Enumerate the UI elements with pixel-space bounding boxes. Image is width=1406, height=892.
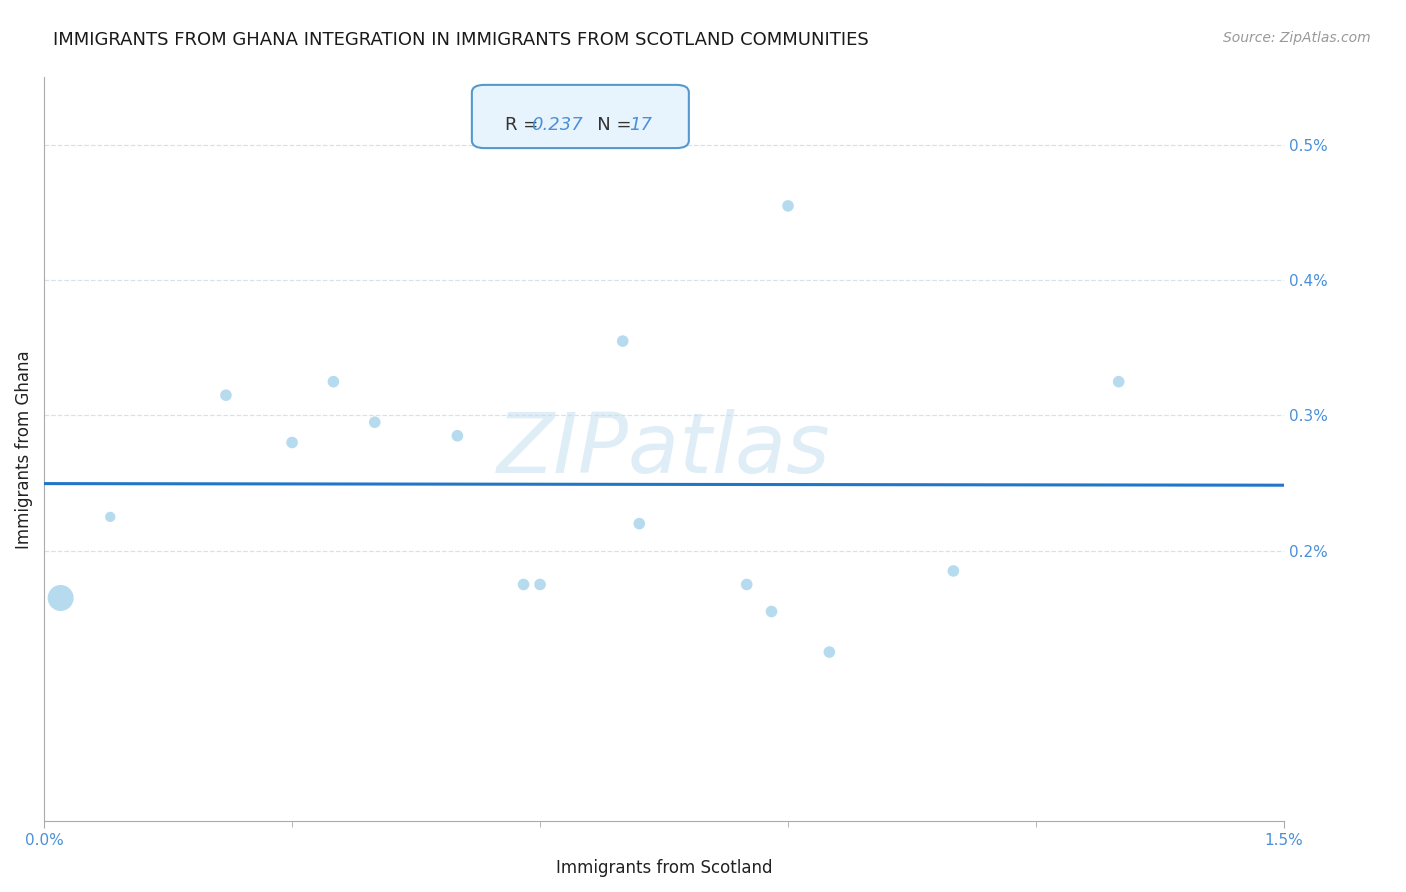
Point: [49, 591, 72, 605]
Point: [735, 577, 758, 591]
Text: 17: 17: [630, 116, 652, 134]
Point: [529, 577, 551, 591]
Point: [628, 516, 651, 531]
Point: [281, 435, 304, 450]
Point: [612, 334, 634, 348]
Point: [322, 375, 344, 389]
X-axis label: Immigrants from Scotland: Immigrants from Scotland: [555, 859, 772, 877]
Y-axis label: Immigrants from Ghana: Immigrants from Ghana: [15, 350, 32, 549]
Text: Source: ZipAtlas.com: Source: ZipAtlas.com: [1223, 31, 1371, 45]
FancyBboxPatch shape: [472, 85, 689, 148]
Point: [776, 199, 799, 213]
Point: [364, 415, 387, 429]
Point: [215, 388, 238, 402]
Point: [512, 577, 534, 591]
Point: [1108, 375, 1130, 389]
Point: [818, 645, 841, 659]
Point: [942, 564, 965, 578]
Text: R =: R =: [505, 116, 544, 134]
Text: 0.237: 0.237: [531, 116, 583, 134]
Text: IMMIGRANTS FROM GHANA INTEGRATION IN IMMIGRANTS FROM SCOTLAND COMMUNITIES: IMMIGRANTS FROM GHANA INTEGRATION IN IMM…: [53, 31, 869, 49]
Point: [98, 509, 121, 524]
Text: ZIPatlas: ZIPatlas: [498, 409, 831, 490]
Point: [446, 428, 468, 442]
Text: N =: N =: [579, 116, 637, 134]
Point: [761, 605, 783, 619]
